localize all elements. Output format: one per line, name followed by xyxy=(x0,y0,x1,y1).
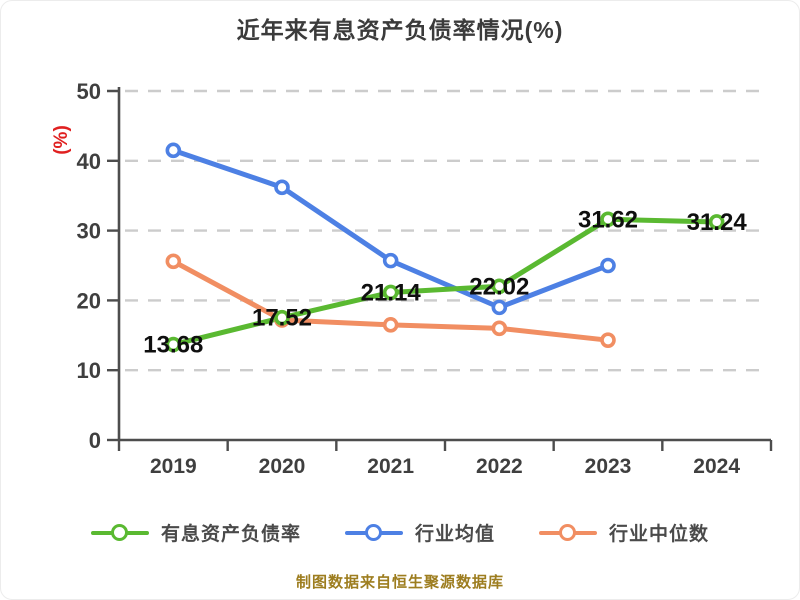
legend-item-interest-bearing-debt-ratio[interactable]: 有息资产负债率 xyxy=(90,519,301,546)
marker-industry-median-2022 xyxy=(491,320,508,337)
legend-circle-marker xyxy=(559,523,576,541)
y-tick-label-0: 0 xyxy=(89,428,101,453)
marker-industry-median-2023 xyxy=(600,332,616,348)
line-chart-plot: 0 10 20 30 40 50 2019 2020 2021 2022 2023 2024 13.68… xyxy=(77,79,773,478)
x-tick-label-2019: 2019 xyxy=(150,455,197,478)
marker-interest-bearing-debt-ratio-2022 xyxy=(491,278,508,295)
data-label-interest-bearing-debt-ratio-2019: 13.68 xyxy=(143,332,203,359)
marker-industry-median-2019 xyxy=(165,253,182,270)
x-tick-label-2024: 2024 xyxy=(693,455,740,478)
marker-industry-average-2020 xyxy=(274,179,290,196)
y-tick-label-40: 40 xyxy=(77,149,101,174)
data-label-interest-bearing-debt-ratio-2020: 17.52 xyxy=(252,305,312,332)
legend-circle-marker xyxy=(110,523,128,541)
marker-industry-average-2022 xyxy=(491,299,508,316)
y-tick-label-30: 30 xyxy=(77,219,101,244)
legend-label: 行业均值 xyxy=(414,524,495,545)
chart-legend: 有息资产负债率 行业均值 行业中位数 xyxy=(1,519,799,546)
y-tick-label-20: 20 xyxy=(77,288,101,313)
x-tick-label-2023: 2023 xyxy=(585,455,632,478)
legend-item-industry-average[interactable]: 行业均值 xyxy=(344,519,495,546)
marker-interest-bearing-debt-ratio-2019 xyxy=(165,336,182,353)
y-tick-label-50: 50 xyxy=(77,79,101,104)
data-label-interest-bearing-debt-ratio-2022: 22.02 xyxy=(469,273,529,300)
data-source-note: 制图数据来自恒生聚源数据库 xyxy=(295,574,504,591)
x-tick-label-2021: 2021 xyxy=(367,455,414,478)
legend-label: 有息资产负债率 xyxy=(160,524,301,545)
legend-circle-marker xyxy=(364,523,382,541)
data-label-interest-bearing-debt-ratio-2024: 31.24 xyxy=(687,209,748,236)
series-line-interest-bearing-debt-ratio xyxy=(170,216,720,348)
marker-industry-average-2019 xyxy=(165,142,182,159)
marker-interest-bearing-debt-ratio-2021 xyxy=(382,284,399,301)
marker-interest-bearing-debt-ratio-2024 xyxy=(708,214,725,230)
x-tick-label-2022: 2022 xyxy=(476,455,523,478)
legend-item-industry-median[interactable]: 行业中位数 xyxy=(539,519,709,546)
legend-label: 行业中位数 xyxy=(609,524,710,545)
legend-marker-icon xyxy=(90,523,149,542)
y-tick-label-10: 10 xyxy=(77,358,101,383)
legend-marker-icon xyxy=(539,523,597,542)
marker-interest-bearing-debt-ratio-2020 xyxy=(274,309,290,326)
legend-marker-icon xyxy=(344,523,403,542)
data-label-interest-bearing-debt-ratio-2021: 21.14 xyxy=(361,279,422,306)
marker-industry-average-2021 xyxy=(382,252,399,269)
chart-title: 近年来有息资产负债率情况(%) xyxy=(236,17,564,43)
x-tick-label-2020: 2020 xyxy=(259,455,306,478)
data-label-interest-bearing-debt-ratio-2023: 31.62 xyxy=(578,206,638,233)
marker-industry-average-2023 xyxy=(600,257,616,274)
marker-interest-bearing-debt-ratio-2023 xyxy=(600,211,616,228)
marker-industry-median-2021 xyxy=(382,317,399,333)
